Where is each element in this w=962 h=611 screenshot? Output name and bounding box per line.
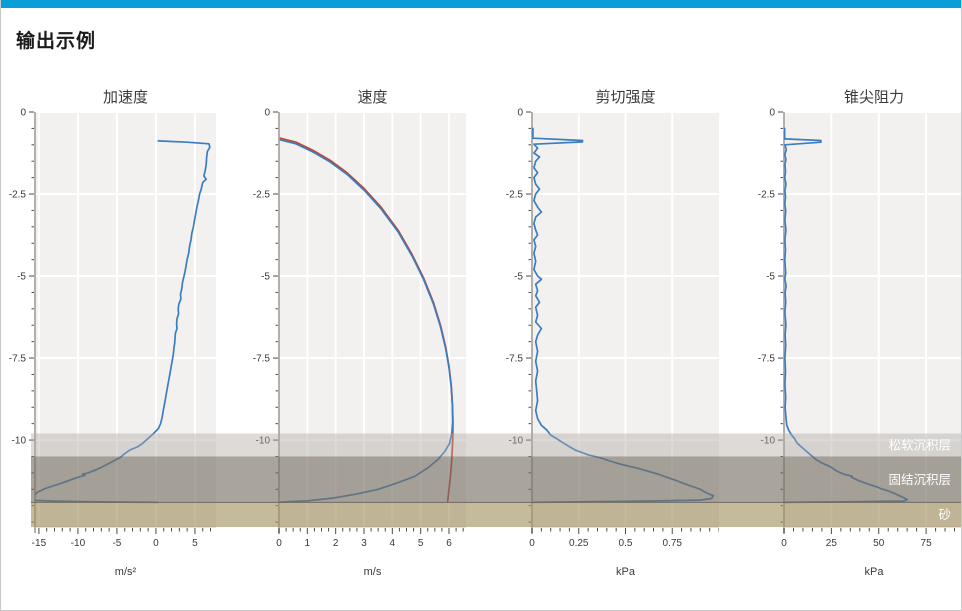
x-tick-label: 5	[192, 538, 198, 549]
y-tick-label: -5	[261, 272, 270, 283]
y-tick-label: -2.5	[506, 190, 524, 201]
subplot-速度: 速度 -10 -7.5 -5 -2.5 0 0 1 2 3 4 5 6 m/s	[253, 89, 466, 578]
y-tick-label: 0	[20, 108, 26, 119]
y-tick-label: -5	[766, 272, 775, 283]
y-tick-label: 0	[264, 108, 270, 119]
y-tick-label: -5	[514, 272, 523, 283]
x-tick-label: 2	[333, 538, 339, 549]
x-tick-label: 0	[276, 538, 282, 549]
y-tick-label: -10	[761, 436, 776, 447]
x-tick-label: 3	[361, 538, 367, 549]
page-title: 输出示例	[16, 31, 97, 52]
chart-title: 加速度	[103, 89, 148, 106]
y-tick-label: -2.5	[253, 190, 271, 201]
y-tick-label: -10	[509, 436, 524, 447]
x-tick-label: 0	[781, 538, 787, 549]
x-tick-label: 0.5	[619, 538, 633, 549]
x-axis-unit-label: m/s²	[115, 566, 137, 578]
y-tick-label: -7.5	[758, 354, 776, 365]
y-tick-label: -7.5	[9, 354, 27, 365]
x-axis-unit-label: kPa	[616, 566, 636, 578]
x-tick-label: 25	[826, 538, 838, 549]
y-tick-label: 0	[769, 108, 775, 119]
subplot-加速度: 加速度 -10 -7.5 -5 -2.5 0 -15 -10 -5 0 5 m/s²	[9, 89, 216, 578]
chart-title: 速度	[357, 89, 387, 106]
subplot-剪切强度: 剪切强度 -10 -7.5 -5 -2.5 0 0 0.25 0.5 0.75 kPa	[506, 89, 719, 578]
x-tick-label: 0.75	[663, 538, 683, 549]
y-tick-label: 0	[517, 108, 523, 119]
x-tick-label: 0	[153, 538, 159, 549]
x-tick-label: 50	[873, 538, 885, 549]
y-tick-label: -7.5	[253, 354, 271, 365]
x-tick-label: 75	[921, 538, 933, 549]
x-tick-label: 5	[418, 538, 424, 549]
x-axis-unit-label: m/s	[364, 566, 382, 578]
x-axis-unit-label: kPa	[865, 566, 885, 578]
y-tick-label: -7.5	[506, 354, 524, 365]
top-accent-bar	[1, 0, 961, 8]
x-tick-label: -10	[71, 538, 86, 549]
y-tick-label: -10	[12, 436, 27, 447]
chart-title: 剪切强度	[595, 89, 655, 106]
y-tick-label: -10	[256, 436, 271, 447]
y-tick-label: -5	[17, 272, 26, 283]
x-tick-label: -15	[32, 538, 47, 549]
y-tick-label: -2.5	[758, 190, 776, 201]
x-tick-label: 6	[446, 538, 452, 549]
x-tick-label: -5	[112, 538, 121, 549]
x-tick-label: 0.25	[569, 538, 589, 549]
plot-background	[35, 112, 216, 527]
y-tick-label: -2.5	[9, 190, 27, 201]
x-tick-label: 4	[390, 538, 396, 549]
chart-title: 锥尖阻力	[844, 89, 904, 106]
depth-profile-charts: 加速度 -10 -7.5 -5 -2.5 0 -15 -10 -5 0 5 m/s² 速度 -10 -7.5…	[1, 85, 961, 595]
x-tick-label: 0	[529, 538, 535, 549]
x-tick-label: 1	[305, 538, 311, 549]
plot-background	[784, 112, 961, 527]
subplot-锥尖阻力: 锥尖阻力 -10 -7.5 -5 -2.5 0 0 25 50 75 kPa	[758, 89, 961, 578]
